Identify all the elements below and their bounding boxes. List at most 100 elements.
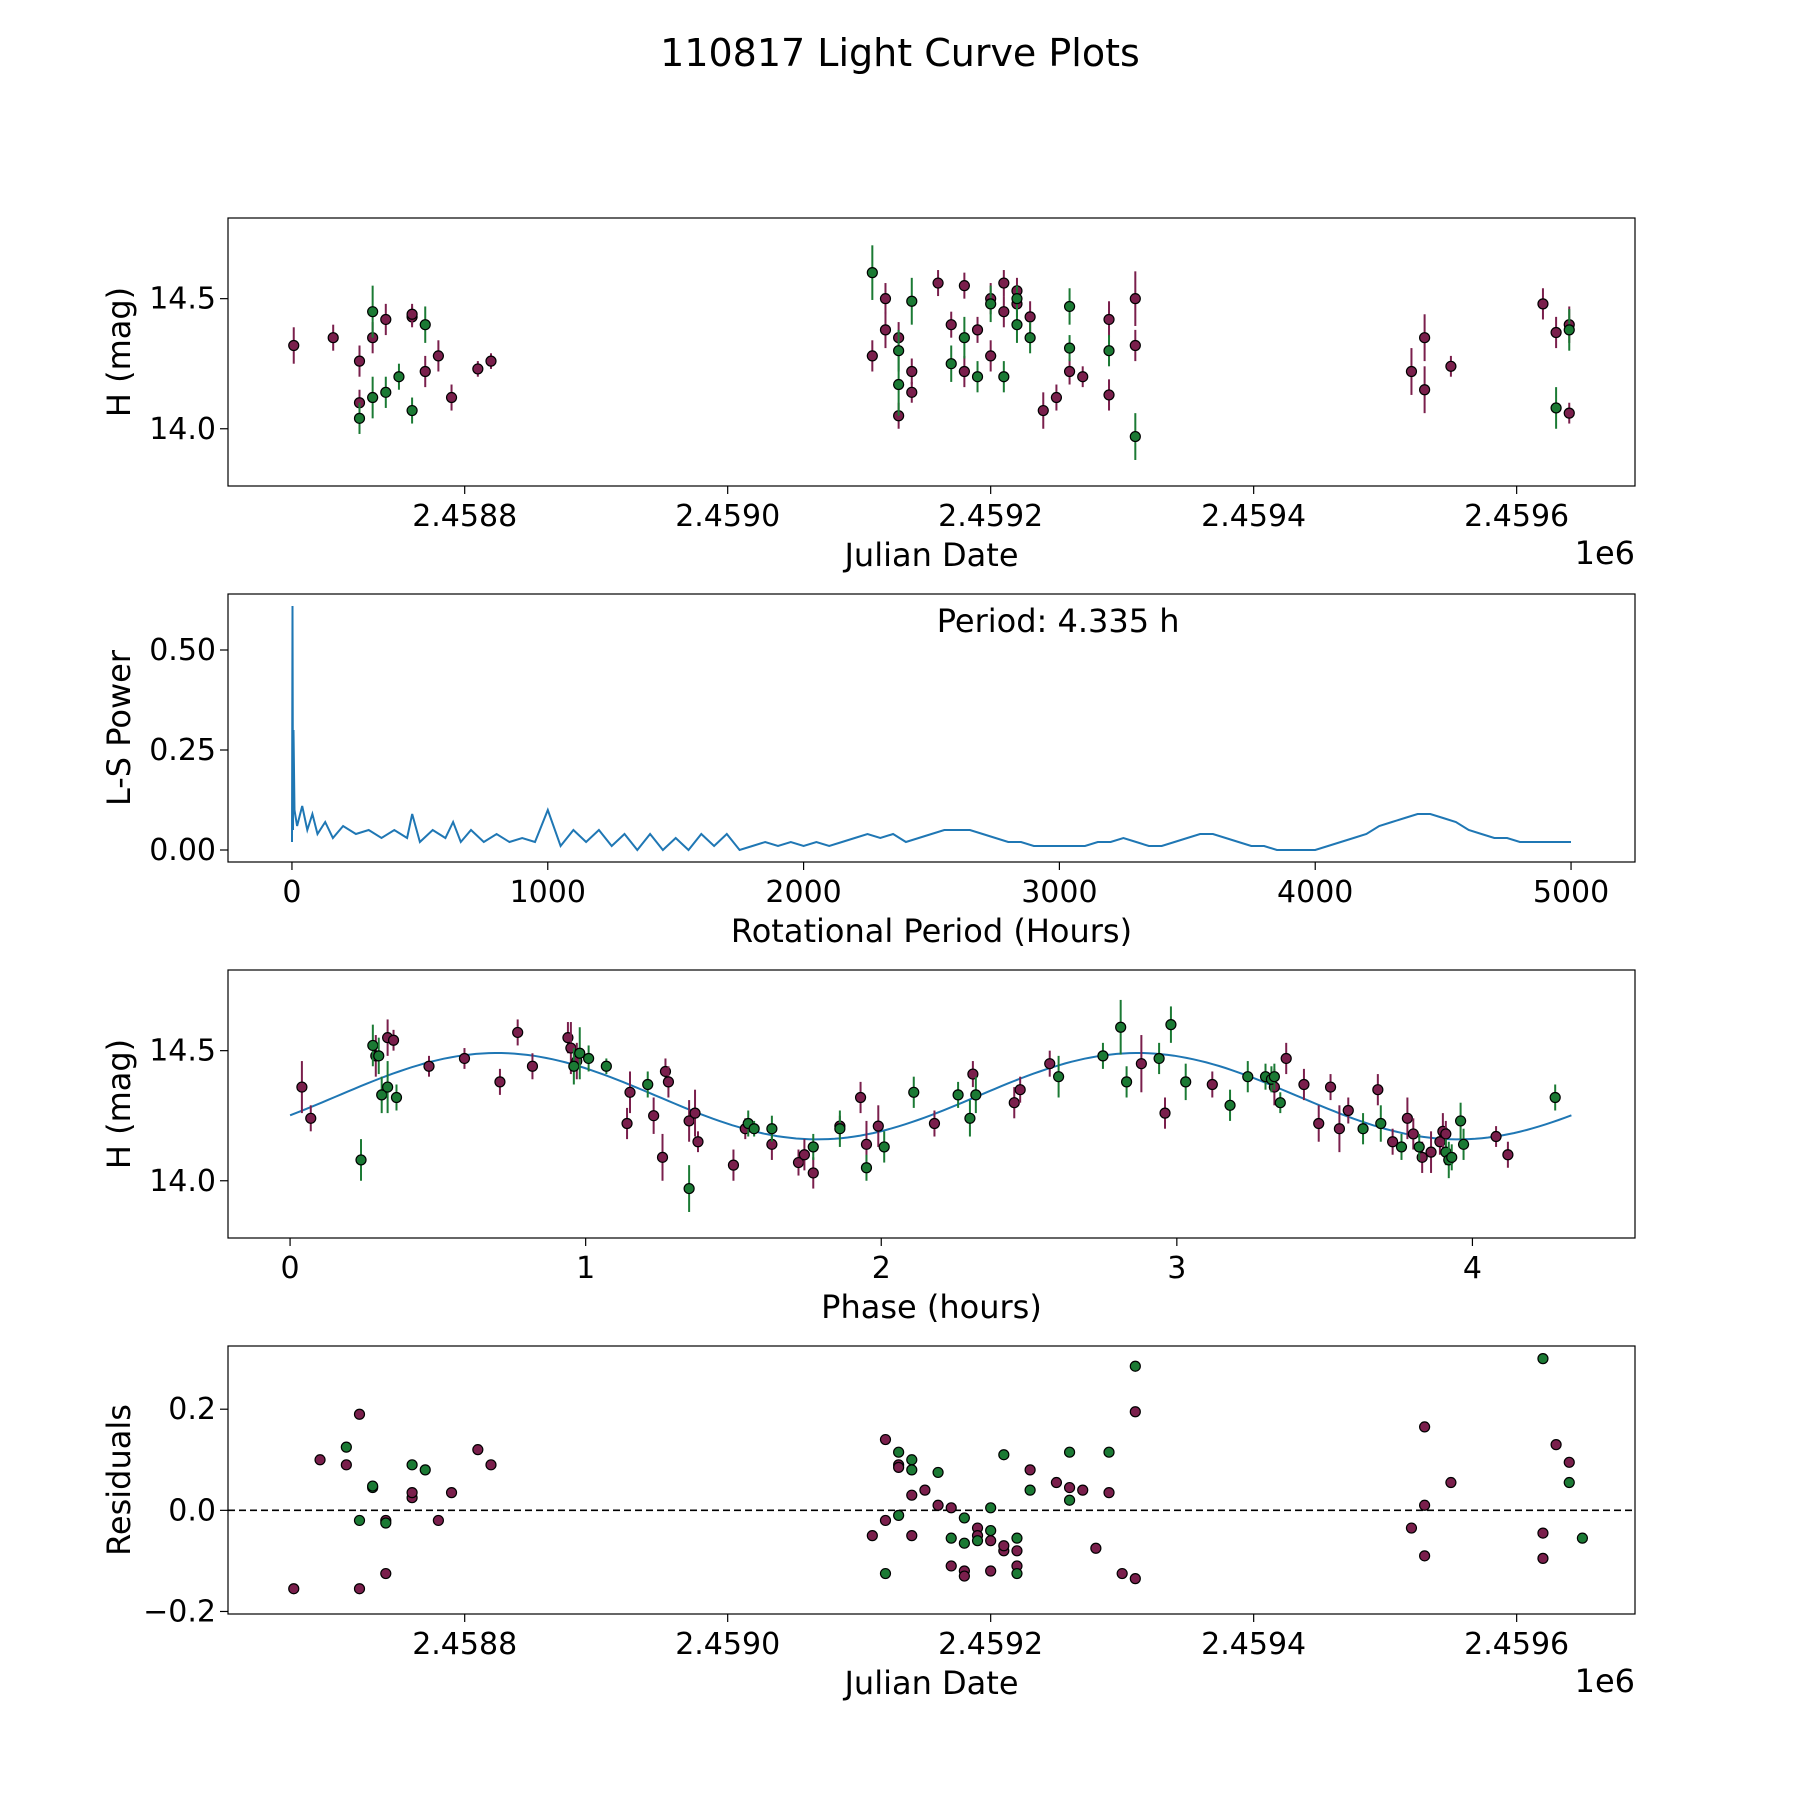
lightcurve-point-green xyxy=(1024,332,1036,344)
residuals-point-maroon xyxy=(866,1530,878,1542)
phased-point-maroon xyxy=(1014,1084,1026,1096)
phased-frame xyxy=(227,969,1636,1239)
phased-chart: 0 1 2 3 4 14.0 14.5 Phase (hours) H (mag) xyxy=(100,969,1636,1326)
residuals-point-maroon xyxy=(1116,1567,1128,1580)
phased-point-green xyxy=(964,1112,976,1124)
lightcurve-point-maroon xyxy=(906,365,918,378)
residuals-point-maroon xyxy=(932,1499,944,1511)
residuals-ytick-label: −0.2 xyxy=(143,1594,216,1629)
phased-point-maroon xyxy=(807,1167,819,1179)
phased-point-green xyxy=(1455,1115,1467,1127)
residuals-point-maroon xyxy=(1563,1456,1575,1468)
lightcurve-point-maroon xyxy=(879,293,892,305)
lightcurve-point-maroon xyxy=(958,365,970,378)
residuals-point-maroon xyxy=(985,1535,997,1547)
residuals-point-maroon xyxy=(945,1502,957,1514)
phased-ytick-label: 14.0 xyxy=(149,1164,216,1199)
residuals-point-maroon xyxy=(998,1540,1010,1552)
lightcurve-point-maroon xyxy=(485,355,497,367)
model-fit-line xyxy=(289,1052,1572,1141)
residuals-ylabel: Residuals xyxy=(100,1404,138,1556)
residuals-point-maroon xyxy=(1419,1550,1431,1562)
periodogram-chart: 0 1000 2000 3000 4000 5000 0.00 0.25 0.50 Rotatio… xyxy=(100,593,1636,950)
phased-point-maroon xyxy=(656,1151,669,1163)
phased-point-maroon xyxy=(1044,1058,1056,1070)
residuals-point-maroon xyxy=(472,1444,484,1456)
residuals-point-maroon xyxy=(1077,1484,1089,1496)
lightcurve-point-green xyxy=(380,386,392,398)
phased-point-green xyxy=(683,1182,695,1195)
residuals-point-maroon xyxy=(1090,1542,1102,1554)
phased-point-green xyxy=(1097,1050,1109,1062)
residuals-point-green xyxy=(340,1441,352,1453)
residuals-point-maroon xyxy=(485,1459,497,1471)
phased-point-maroon xyxy=(1135,1058,1147,1070)
lightcurve-point-maroon xyxy=(406,308,418,320)
lightcurve-point-maroon xyxy=(998,277,1010,289)
lightcurve-point-green xyxy=(1550,402,1562,414)
periodogram-xtick-label: 2000 xyxy=(765,875,841,910)
phased-point-green xyxy=(373,1050,385,1062)
phased-point-maroon xyxy=(621,1117,633,1130)
periodogram-xlabel: Rotational Period (Hours) xyxy=(731,912,1132,950)
lightcurve-point-green xyxy=(367,306,379,318)
phased-point-green xyxy=(1413,1141,1425,1153)
lightcurve-xlabel: Julian Date xyxy=(842,536,1018,574)
residuals-point-green xyxy=(380,1517,392,1529)
residuals-point-maroon xyxy=(1103,1487,1115,1499)
residuals-point-maroon xyxy=(406,1487,418,1499)
periodogram-xtick-label: 3000 xyxy=(1021,875,1097,910)
residuals-point-green xyxy=(367,1480,379,1492)
residuals-ytick-label: 0.0 xyxy=(168,1493,216,1528)
phased-point-maroon xyxy=(1159,1107,1171,1119)
lightcurve-point-green xyxy=(393,371,405,383)
residuals-xtick-label: 2.4590 xyxy=(675,1627,780,1662)
lightcurve-xtick-label: 2.4590 xyxy=(675,499,780,534)
phased-point-maroon xyxy=(494,1076,506,1088)
residuals-point-maroon xyxy=(353,1408,366,1420)
lightcurve-point-maroon xyxy=(985,350,997,362)
lightcurve-point-maroon xyxy=(1103,389,1115,401)
phased-point-green xyxy=(367,1039,379,1052)
lightcurve-ylabel: H (mag) xyxy=(100,287,138,417)
residuals-point-maroon xyxy=(445,1487,458,1499)
lightcurve-offset-label: 1e6 xyxy=(1575,534,1635,572)
lightcurve-point-maroon xyxy=(879,324,892,336)
lightcurve-point-maroon xyxy=(353,355,366,367)
phased-point-maroon xyxy=(387,1034,400,1046)
residuals-point-maroon xyxy=(1011,1545,1023,1557)
phased-point-maroon xyxy=(624,1086,636,1098)
lightcurve-point-green xyxy=(367,391,379,404)
phased-point-green xyxy=(1165,1019,1177,1031)
residuals-chart: 2.4588 2.4590 2.4592 2.4594 2.4596 −0.2 0.0 0.2… xyxy=(100,1345,1636,1702)
residuals-point-green xyxy=(945,1532,957,1544)
phased-point-maroon xyxy=(854,1091,867,1104)
phased-xtick-label: 3 xyxy=(1167,1251,1186,1286)
residuals-point-maroon xyxy=(1537,1552,1549,1564)
periodogram-ytick-label: 0.00 xyxy=(149,833,216,868)
residuals-point-green xyxy=(998,1449,1010,1461)
phased-point-green xyxy=(1274,1097,1286,1109)
phased-point-maroon xyxy=(1440,1128,1452,1140)
phased-point-maroon xyxy=(1008,1097,1020,1109)
phased-point-maroon xyxy=(1333,1123,1346,1135)
residuals-point-maroon xyxy=(893,1461,905,1473)
phased-point-maroon xyxy=(1502,1149,1514,1161)
periodogram-ytick-label: 0.25 xyxy=(149,733,216,768)
phased-point-maroon xyxy=(423,1060,435,1072)
phased-point-green xyxy=(583,1052,595,1065)
residuals-point-green xyxy=(893,1446,905,1458)
residuals-point-maroon xyxy=(380,1567,392,1580)
phased-point-green xyxy=(970,1089,982,1101)
phased-point-green xyxy=(1120,1076,1133,1088)
periodogram-xtick-label: 5000 xyxy=(1533,875,1609,910)
residuals-point-green xyxy=(879,1567,892,1580)
residuals-point-maroon xyxy=(1550,1439,1562,1451)
phased-point-maroon xyxy=(1490,1130,1502,1143)
lightcurve-point-maroon xyxy=(1550,326,1562,339)
period-annotation: Period: 4.335 h xyxy=(937,602,1180,640)
residuals-point-green xyxy=(893,1509,905,1521)
phased-point-maroon xyxy=(967,1068,979,1080)
lightcurve-point-green xyxy=(945,358,957,370)
